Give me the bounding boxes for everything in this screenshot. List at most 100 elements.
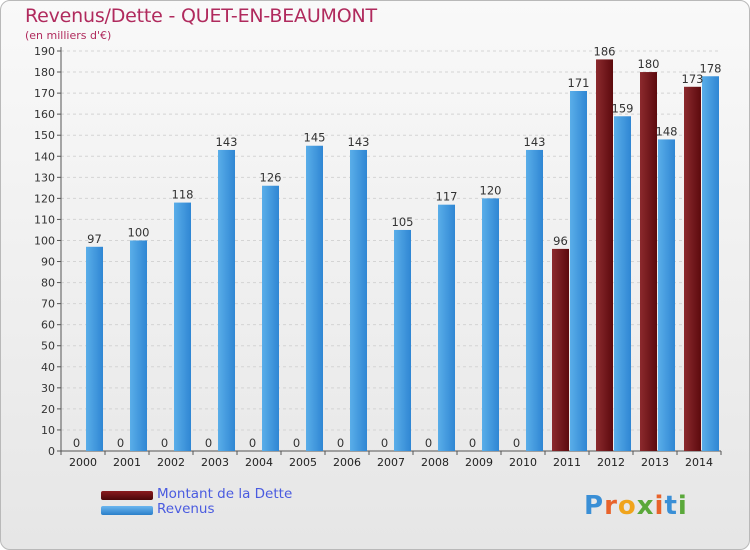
y-tick-label: 140 [34, 150, 55, 163]
data-label-revenus: 178 [700, 61, 722, 75]
x-tick-label: 2006 [333, 456, 361, 469]
data-label-dette: 180 [638, 57, 660, 71]
bar-revenus [482, 198, 499, 451]
y-tick-label: 180 [34, 66, 55, 79]
legend-label-dette: Montant de la Dette [157, 486, 293, 502]
x-tick-label: 2014 [685, 456, 713, 469]
x-tick-label: 2013 [641, 456, 669, 469]
y-tick-label: 150 [34, 129, 55, 142]
y-tick-label: 20 [41, 403, 55, 416]
data-label-revenus: 148 [656, 124, 678, 138]
bar-revenus [350, 149, 367, 451]
y-tick-label: 60 [41, 319, 55, 332]
bar-revenus [394, 229, 411, 451]
data-label-revenus: 117 [436, 190, 458, 204]
data-label-dette: 96 [553, 234, 568, 248]
data-label-dette: 0 [117, 436, 124, 450]
y-tick-label: 170 [34, 87, 55, 100]
y-tick-label: 120 [34, 192, 55, 205]
bar-revenus [262, 185, 279, 451]
bar-revenus [130, 240, 147, 451]
legend-label-revenus: Revenus [157, 501, 215, 517]
bar-revenus [526, 149, 543, 451]
bar-revenus [614, 116, 631, 452]
y-tick-label: 30 [41, 382, 55, 395]
x-tick-label: 2012 [597, 456, 625, 469]
data-label-revenus: 145 [304, 131, 326, 145]
x-tick-label: 2007 [377, 456, 405, 469]
x-tick-label: 2009 [465, 456, 493, 469]
y-tick-label: 10 [41, 424, 55, 437]
data-label-dette: 0 [205, 436, 212, 450]
y-tick-label: 0 [48, 445, 55, 458]
y-tick-label: 190 [34, 45, 55, 58]
x-tick-label: 2001 [113, 456, 141, 469]
logo-letter: i [654, 491, 665, 521]
data-label-revenus: 118 [172, 188, 194, 202]
logo-letter: t [664, 491, 678, 521]
y-tick-label: 40 [41, 361, 55, 374]
bar-dette [640, 72, 657, 451]
data-label-revenus: 97 [87, 232, 102, 246]
bar-revenus [702, 76, 719, 452]
bar-revenus [86, 246, 103, 451]
y-tick-label: 110 [34, 213, 55, 226]
logo-letter: x [636, 491, 655, 521]
data-label-dette: 0 [73, 436, 80, 450]
data-label-revenus: 143 [216, 135, 238, 149]
legend-swatch-revenus [101, 506, 153, 515]
bar-revenus [174, 202, 191, 451]
x-tick-label: 2004 [245, 456, 273, 469]
bar-dette [684, 86, 701, 451]
x-tick-label: 2011 [553, 456, 581, 469]
data-label-dette: 0 [513, 436, 520, 450]
y-tick-label: 80 [41, 277, 55, 290]
data-label-revenus: 120 [480, 183, 502, 197]
bar-revenus [306, 145, 323, 451]
data-label-dette: 0 [381, 436, 388, 450]
data-label-dette: 186 [594, 44, 616, 58]
y-tick-label: 90 [41, 256, 55, 269]
data-label-dette: 0 [293, 436, 300, 450]
proxiti-logo: Proxiti [584, 491, 688, 521]
logo-letter: o [617, 491, 637, 521]
y-tick-label: 160 [34, 108, 55, 121]
bar-dette [552, 248, 569, 451]
data-label-dette: 0 [249, 436, 256, 450]
x-tick-label: 2002 [157, 456, 185, 469]
y-tick-label: 100 [34, 234, 55, 247]
data-label-dette: 0 [425, 436, 432, 450]
y-tick-label: 130 [34, 171, 55, 184]
bar-revenus [218, 149, 235, 451]
logo-letter: P [584, 491, 605, 521]
chart-title: Revenus/Dette - QUET-EN-BEAUMONT [25, 5, 377, 27]
data-label-revenus: 126 [260, 171, 282, 185]
data-label-revenus: 100 [128, 225, 150, 239]
x-tick-label: 2005 [289, 456, 317, 469]
y-tick-label: 50 [41, 340, 55, 353]
bar-revenus [570, 91, 587, 451]
bar-revenus [438, 204, 455, 451]
y-tick-label: 70 [41, 298, 55, 311]
x-tick-label: 2000 [69, 456, 97, 469]
chart-subtitle: (en milliers d'€) [25, 29, 112, 42]
logo-letter: i [677, 491, 688, 521]
data-label-dette: 173 [682, 72, 704, 86]
x-tick-label: 2010 [509, 456, 537, 469]
data-label-revenus: 105 [392, 215, 414, 229]
data-label-revenus: 143 [524, 135, 546, 149]
data-label-dette: 0 [469, 436, 476, 450]
x-tick-label: 2003 [201, 456, 229, 469]
bar-revenus [658, 139, 675, 451]
data-label-dette: 0 [161, 436, 168, 450]
legend-swatch-dette [101, 491, 153, 500]
logo-letter: r [604, 491, 618, 521]
data-label-revenus: 171 [568, 76, 590, 90]
data-label-dette: 0 [337, 436, 344, 450]
data-label-revenus: 159 [612, 101, 634, 115]
bar-dette [596, 59, 613, 451]
data-label-revenus: 143 [348, 135, 370, 149]
x-tick-label: 2008 [421, 456, 449, 469]
